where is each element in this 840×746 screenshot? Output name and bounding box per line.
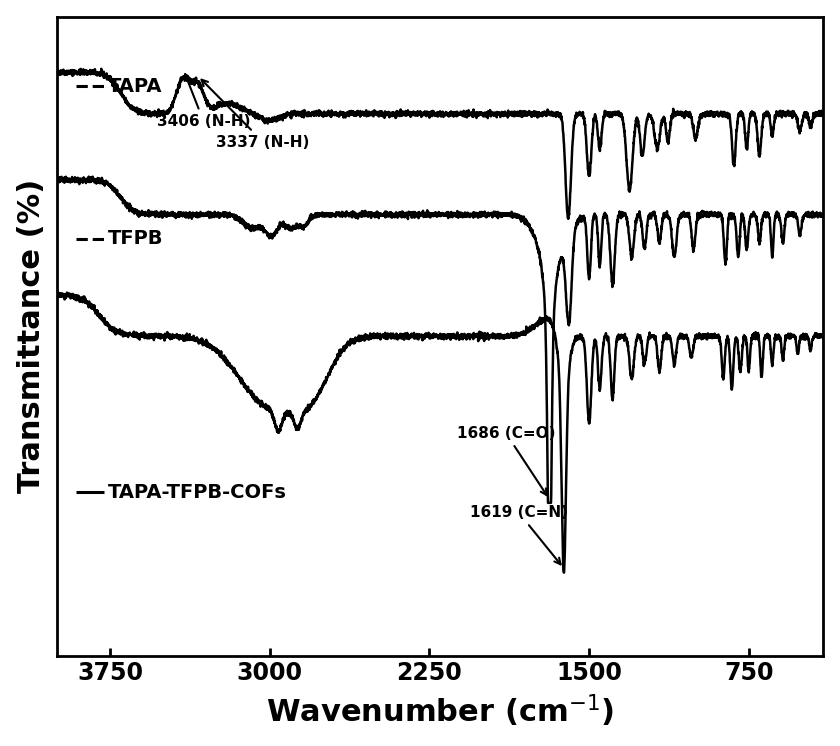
Text: 3406 (N-H): 3406 (N-H) [157, 74, 250, 129]
Text: 1686 (C=O): 1686 (C=O) [457, 426, 555, 495]
Text: 1619 (C=N): 1619 (C=N) [470, 505, 568, 564]
Text: TAPA: TAPA [108, 77, 162, 95]
Text: TFPB: TFPB [108, 230, 164, 248]
Text: 3337 (N-H): 3337 (N-H) [202, 80, 310, 149]
Y-axis label: Transmittance (%): Transmittance (%) [17, 179, 45, 493]
Text: TAPA-TFPB-COFs: TAPA-TFPB-COFs [108, 483, 286, 502]
X-axis label: Wavenumber (cm$^{-1}$): Wavenumber (cm$^{-1}$) [266, 693, 614, 730]
